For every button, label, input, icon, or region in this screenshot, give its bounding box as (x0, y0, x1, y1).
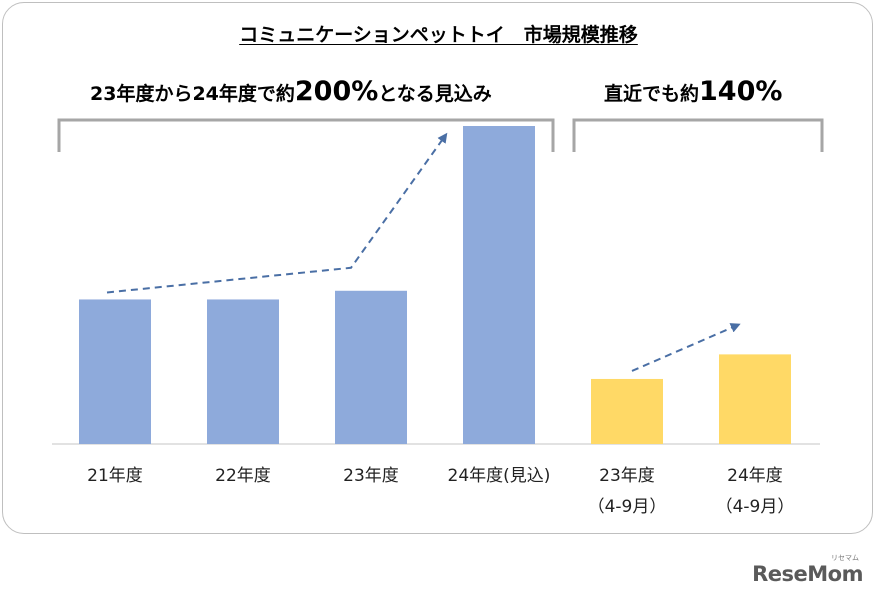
x-tick-label: 23年度 (301, 461, 441, 486)
bracket-right (572, 118, 824, 152)
chart-frame (2, 2, 873, 534)
x-tick-label-line1: 21年度 (87, 466, 143, 486)
annotation-left: 23年度から24年度で約200%となる見込み (90, 76, 492, 107)
x-tick-label: 24年度 （4-9月） (685, 461, 825, 517)
bar-half-year-1 (591, 378, 663, 444)
bar-annual-2 (207, 299, 279, 444)
x-tick-label-line1: 22年度 (215, 466, 271, 486)
x-tick-label-line1: 24年度 (727, 466, 783, 486)
x-tick-label-line2: （4-9月） (587, 497, 667, 517)
bar-annual-1 (79, 299, 151, 444)
x-tick-label-line1: 23年度 (343, 466, 399, 486)
bar-half-year-2 (719, 354, 791, 444)
bar-annual-4 (463, 126, 535, 444)
annotation-right: 直近でも約140% (604, 76, 783, 107)
x-tick-label-line1: 24年度(見込) (447, 466, 551, 486)
brand-kana: リセマム (831, 554, 859, 562)
bar-annual-3 (335, 290, 407, 444)
x-tick-label: 23年度 （4-9月） (557, 461, 697, 517)
brand-logo: ReseMom (752, 562, 863, 586)
x-tick-label-line1: 23年度 (599, 466, 655, 486)
x-tick-label-line2: （4-9月） (715, 497, 795, 517)
trend-arrow-annual (106, 132, 448, 294)
bracket-left (57, 118, 555, 152)
chart-title: コミュニケーションペットトイ 市場規模推移 (239, 24, 638, 46)
x-tick-label: 21年度 (45, 461, 185, 486)
x-tick-label: 22年度 (173, 461, 313, 486)
x-tick-label: 24年度(見込) (429, 461, 569, 486)
